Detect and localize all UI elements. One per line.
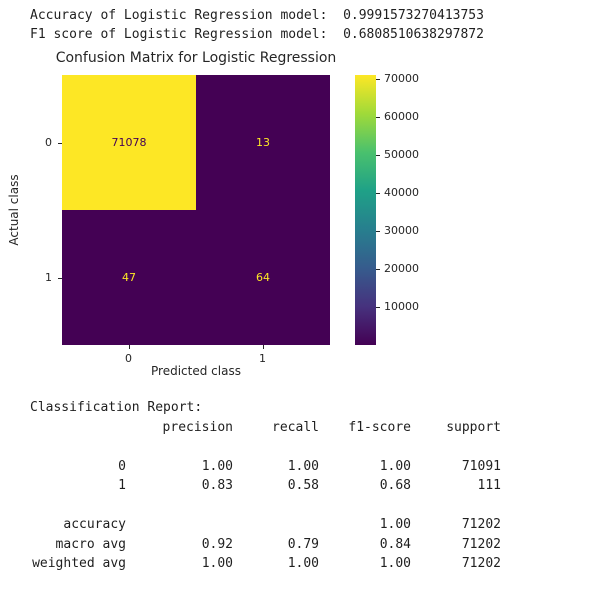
matrix-cell-1-0: 47 <box>62 210 196 345</box>
report-cell: 1.00 <box>379 458 411 474</box>
report-cell: 0.79 <box>287 536 319 552</box>
report-blank-line <box>30 437 501 457</box>
colorbar-tick-label: 40000 <box>384 186 419 200</box>
report-table: precision recall f1-score support 0 1.00 1.00 1… <box>30 418 501 574</box>
report-header-row: precision recall f1-score support <box>30 418 501 438</box>
report-summary-row: weighted avg 1.00 1.00 1.00 71202 <box>30 554 501 574</box>
matrix-cell-value: 47 <box>122 271 136 284</box>
colorbar-tick-mark <box>376 193 380 195</box>
y-tick-mark <box>58 277 62 279</box>
colorbar-tick-mark <box>376 231 380 233</box>
matrix-cell-0-0: 71078 <box>62 75 196 210</box>
x-tick-mark <box>263 345 264 349</box>
colorbar-tick-label: 20000 <box>384 262 419 276</box>
report-cell: 0.58 <box>287 478 319 493</box>
report-cell: 1.00 <box>201 556 233 571</box>
heatmap: 71078 13 47 64 <box>62 75 330 345</box>
report-row-label: 0 <box>118 458 126 474</box>
report-heading: Classification Report: <box>30 400 203 415</box>
report-cell: 1.00 <box>379 517 411 532</box>
report-cell: 0.84 <box>379 536 411 552</box>
report-row-label: macro avg <box>55 536 126 552</box>
y-tick-label: 0 <box>45 135 52 149</box>
report-cell: recall <box>272 419 319 435</box>
colorbar-tick-label: 30000 <box>384 224 419 238</box>
colorbar-tick-label: 50000 <box>384 148 419 162</box>
report-class-row: 0 1.00 1.00 1.00 71091 <box>30 457 501 477</box>
colorbar-tick-mark <box>376 269 380 271</box>
colorbar-tick-label: 10000 <box>384 300 419 314</box>
colorbar-tick-mark <box>376 79 380 81</box>
report-cell: 1.00 <box>201 458 233 474</box>
f1-score-line: F1 score of Logistic Regression model: 0… <box>30 27 484 42</box>
y-tick-mark <box>58 142 62 144</box>
classification-report: Classification Report: precision recall f1… <box>30 398 501 574</box>
accuracy-line: Accuracy of Logistic Regression model: 0… <box>30 8 484 23</box>
x-tick-label: 1 <box>259 352 266 365</box>
report-cell: 0.68 <box>379 478 411 493</box>
report-cell: 111 <box>477 478 501 493</box>
report-cell: 1.00 <box>287 556 319 571</box>
matrix-cell-1-1: 64 <box>196 210 330 345</box>
report-cell: 71202 <box>461 536 501 552</box>
report-cell: 71202 <box>461 556 501 571</box>
colorbar <box>355 75 376 345</box>
report-row-label <box>30 418 126 438</box>
matrix-cell-value: 13 <box>256 136 270 149</box>
report-cell: 71091 <box>461 458 501 474</box>
report-cell: support <box>446 419 501 435</box>
report-row-label: accuracy <box>63 517 126 532</box>
colorbar-tick-mark <box>376 307 380 309</box>
report-class-row: 1 0.83 0.58 0.68 111 <box>30 476 501 496</box>
report-summary-row: accuracy 1.00 71202 <box>30 515 501 535</box>
report-cell: 71202 <box>461 517 501 532</box>
x-axis-label: Predicted class <box>151 364 241 378</box>
colorbar-tick-label: 70000 <box>384 72 419 86</box>
matrix-cell-value: 71078 <box>111 136 147 149</box>
x-tick-label: 0 <box>125 352 132 365</box>
report-cell: f1-score <box>348 419 411 435</box>
report-cell: 1.00 <box>287 458 319 474</box>
chart-title: Confusion Matrix for Logistic Regression <box>55 50 337 66</box>
report-cell <box>233 515 319 535</box>
report-cell: precision <box>162 419 233 435</box>
matrix-cell-value: 64 <box>256 271 270 284</box>
report-cell: 0.83 <box>201 478 233 493</box>
colorbar-tick-label: 60000 <box>384 110 419 124</box>
matrix-cell-0-1: 13 <box>196 75 330 210</box>
colorbar-tick-mark <box>376 155 380 157</box>
x-tick-mark <box>129 345 130 349</box>
report-blank-line <box>30 496 501 516</box>
report-cell: 1.00 <box>379 556 411 571</box>
colorbar-tick-mark <box>376 117 380 119</box>
report-cell <box>126 515 233 535</box>
report-row-label: weighted avg <box>32 556 126 571</box>
y-tick-label: 1 <box>45 270 52 284</box>
y-axis-label: Actual class <box>7 174 21 246</box>
report-cell: 0.92 <box>201 536 233 552</box>
report-row-label: 1 <box>118 478 126 493</box>
report-summary-row: macro avg 0.92 0.79 0.84 71202 <box>30 535 501 555</box>
console-output: Accuracy of Logistic Regression model: 0… <box>30 6 484 44</box>
